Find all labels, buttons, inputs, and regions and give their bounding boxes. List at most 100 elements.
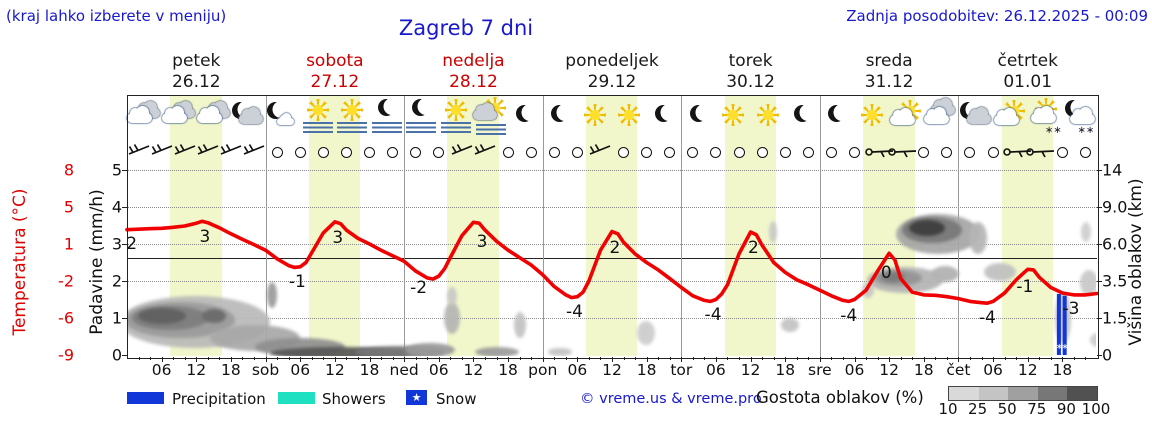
cloud-density-scale-bar (948, 386, 1098, 401)
cloudW-icon (1031, 106, 1057, 123)
wind-barb-icon (449, 140, 475, 162)
x-axis-tick (357, 356, 359, 360)
x-axis-tick (1073, 356, 1075, 360)
weather-icon-sun-cloud (888, 96, 924, 138)
sun-icon (722, 104, 745, 126)
x-axis-tick (681, 356, 683, 362)
x-axis-tick (346, 356, 348, 360)
x-tick-label: 12 (1017, 361, 1038, 379)
x-tick-label: 12 (602, 361, 622, 379)
weather-icon-sun-cloud-snow: ∗∗ (1027, 96, 1063, 138)
sun-icon (860, 104, 883, 126)
cloudG-icon (966, 107, 991, 124)
wind-calm-icon (641, 147, 653, 158)
x-axis-tick (196, 356, 198, 362)
wind-barb-icon (887, 144, 918, 164)
fog-icon (475, 124, 506, 135)
temp-value-label: 3 (476, 231, 488, 252)
weather-icon-sun-cloud (992, 96, 1028, 138)
cloud-height-tick-label: 0 (1102, 345, 1113, 365)
day-name-label: torek (728, 51, 773, 71)
temp-value-label: -4 (840, 306, 858, 327)
day-date-label: 29.12 (587, 72, 637, 92)
wind-calm-icon (802, 147, 814, 158)
x-tick-label: tor (670, 361, 693, 379)
wind-barb-icon (195, 140, 221, 162)
x-tick-label: 06 (844, 361, 865, 379)
x-axis-tick (773, 356, 775, 360)
fog-icon (371, 122, 402, 133)
credit-link[interactable]: © vreme.us & vreme.pro (580, 391, 762, 407)
wind-calm-icon (941, 147, 953, 158)
page-title: Zagreb 7 dni (398, 16, 534, 40)
weather-icon-cloud (196, 96, 232, 138)
wind-calm-icon (1056, 147, 1068, 158)
cloudS-icon (276, 113, 294, 125)
weather-icon-sun-fog (334, 96, 370, 138)
precipitation-legend-label: Precipitation (172, 390, 266, 408)
showers-swatch (278, 392, 315, 404)
gridline (127, 318, 1097, 319)
temp-value-label: -1 (288, 272, 306, 293)
y-axis-tick (1097, 355, 1102, 356)
snow-legend-label: Snow (436, 390, 477, 408)
y-axis-tick (122, 170, 127, 171)
x-axis-tick (762, 356, 764, 360)
x-axis-tick (796, 356, 798, 360)
wind-calm-icon (756, 147, 768, 158)
wind-calm-icon (987, 147, 999, 158)
menu-hint-note: (kraj lahko izberete v meniju) (6, 7, 227, 25)
wind-calm-icon (294, 147, 306, 158)
x-axis-tick (842, 356, 844, 360)
wind-calm-icon (387, 147, 399, 158)
x-axis-tick (646, 356, 648, 362)
x-axis-tick (519, 356, 521, 360)
weather-icon-sun-fog (300, 96, 336, 138)
x-axis-tick (715, 356, 717, 362)
wind-calm-icon (271, 147, 283, 158)
x-axis-tick (969, 356, 971, 360)
fog-icon (441, 122, 472, 133)
temperature-tick-label: 1 (63, 234, 74, 254)
cloud-scale-segment (978, 387, 1009, 400)
y-axis-tick (122, 244, 127, 245)
x-tick-label: 06 (428, 361, 449, 379)
wind-barb-icon (241, 140, 267, 162)
x-axis-tick (531, 356, 533, 360)
precipitation-swatch (127, 392, 164, 404)
cloud-density-scale-label: Gostota oblakov (%) (756, 388, 924, 407)
wind-barb-icon (587, 140, 613, 162)
cloud-scale-tick-label: 10 (938, 400, 958, 418)
x-axis-tick (1050, 356, 1052, 360)
x-axis-tick (1062, 356, 1064, 362)
x-axis-tick (311, 356, 313, 360)
sun-icon (306, 99, 329, 121)
weather-icon-moon-cloud (230, 96, 266, 138)
x-axis-tick (161, 356, 163, 362)
temperature-tick-label: -2 (58, 271, 74, 291)
x-axis-tick (415, 356, 417, 360)
x-axis-tick (473, 356, 475, 362)
x-axis-tick (877, 356, 879, 360)
x-tick-label: sob (251, 361, 280, 379)
x-tick-label: 06 (706, 361, 726, 379)
cloudW-icon (924, 107, 950, 124)
cloud-scale-tick-label: 75 (1027, 400, 1047, 418)
wind-calm-icon (502, 147, 514, 158)
cloud-height-tick-label: 6.0 (1102, 234, 1128, 254)
x-tick-label: 18 (359, 361, 380, 379)
cloud-blob (444, 302, 460, 334)
x-axis-tick (854, 356, 856, 362)
cloud-blob (637, 321, 655, 345)
x-axis-tick (912, 356, 914, 360)
day-name-label: sobota (306, 51, 364, 71)
x-axis-tick (242, 356, 244, 360)
cloud-blob (355, 346, 445, 356)
snow-icon: ∗∗ (1077, 125, 1095, 136)
x-axis-tick (461, 356, 463, 360)
y-axis-tick (1097, 170, 1102, 171)
wind-calm-icon (687, 147, 699, 158)
weather-icon-sun (854, 96, 890, 138)
